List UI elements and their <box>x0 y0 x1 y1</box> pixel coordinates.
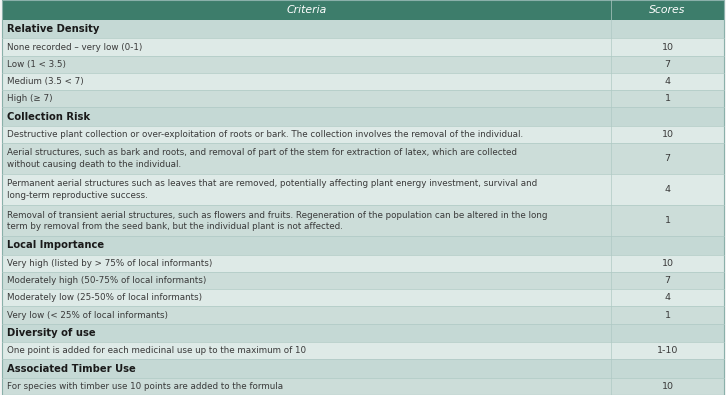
Bar <box>2 236 611 255</box>
Bar <box>2 38 611 56</box>
Text: Destructive plant collection or over-exploitation of roots or bark. The collecti: Destructive plant collection or over-exp… <box>7 130 523 139</box>
Text: Permanent aerial structures such as leaves that are removed, potentially affecti: Permanent aerial structures such as leav… <box>7 179 537 200</box>
Bar <box>611 342 724 359</box>
Text: None recorded – very low (0-1): None recorded – very low (0-1) <box>7 43 142 51</box>
Text: 10: 10 <box>661 259 674 268</box>
Bar <box>611 236 724 255</box>
Text: Medium (3.5 < 7): Medium (3.5 < 7) <box>7 77 83 86</box>
Bar <box>2 126 611 143</box>
Bar <box>611 272 724 289</box>
Bar <box>2 90 611 107</box>
Text: Aerial structures, such as bark and roots, and removal of part of the stem for e: Aerial structures, such as bark and root… <box>7 149 517 169</box>
Text: 4: 4 <box>664 185 671 194</box>
Text: 10: 10 <box>661 130 674 139</box>
Bar <box>611 378 724 395</box>
Bar <box>2 272 611 289</box>
Bar <box>611 324 724 342</box>
Text: For species with timber use 10 points are added to the formula: For species with timber use 10 points ar… <box>7 382 283 391</box>
Text: Moderately high (50-75% of local informants): Moderately high (50-75% of local informa… <box>7 276 206 285</box>
Text: One point is added for each medicinal use up to the maximum of 10: One point is added for each medicinal us… <box>7 346 306 355</box>
Bar <box>2 289 611 307</box>
Text: Diversity of use: Diversity of use <box>7 328 96 338</box>
Text: 4: 4 <box>664 77 671 86</box>
Text: Scores: Scores <box>649 5 685 15</box>
Text: Relative Density: Relative Density <box>7 24 99 34</box>
Bar <box>611 90 724 107</box>
Bar <box>2 56 611 73</box>
Bar <box>611 38 724 56</box>
Text: 1-10: 1-10 <box>657 346 678 355</box>
Bar <box>611 289 724 307</box>
Text: 10: 10 <box>661 43 674 51</box>
Bar <box>611 255 724 272</box>
Text: Criteria: Criteria <box>286 5 327 15</box>
Bar <box>611 20 724 38</box>
Bar <box>611 359 724 378</box>
Bar <box>611 143 724 174</box>
Bar <box>611 56 724 73</box>
Text: Very high (listed by > 75% of local informants): Very high (listed by > 75% of local info… <box>7 259 213 268</box>
Text: Local Importance: Local Importance <box>7 241 104 250</box>
Bar <box>611 205 724 236</box>
Bar <box>2 205 611 236</box>
Text: 7: 7 <box>664 276 671 285</box>
Text: 7: 7 <box>664 154 671 163</box>
Bar <box>2 73 611 90</box>
Bar <box>2 255 611 272</box>
Bar <box>2 359 611 378</box>
Text: Associated Timber Use: Associated Timber Use <box>7 363 136 374</box>
Bar <box>611 126 724 143</box>
Text: 1: 1 <box>664 310 671 320</box>
Text: 4: 4 <box>664 293 671 302</box>
Bar <box>2 20 611 38</box>
Bar <box>2 324 611 342</box>
Bar <box>2 342 611 359</box>
Text: Very low (< 25% of local informants): Very low (< 25% of local informants) <box>7 310 168 320</box>
Text: 7: 7 <box>664 60 671 69</box>
Bar <box>611 174 724 205</box>
Bar <box>2 107 611 126</box>
Text: High (≥ 7): High (≥ 7) <box>7 94 52 103</box>
Text: Removal of transient aerial structures, such as flowers and fruits. Regeneration: Removal of transient aerial structures, … <box>7 211 547 231</box>
Text: 1: 1 <box>664 94 671 103</box>
Text: 10: 10 <box>661 382 674 391</box>
Bar <box>611 307 724 324</box>
Text: Collection Risk: Collection Risk <box>7 112 90 122</box>
Text: Moderately low (25-50% of local informants): Moderately low (25-50% of local informan… <box>7 293 202 302</box>
Bar <box>2 378 611 395</box>
Bar <box>611 107 724 126</box>
Bar <box>2 0 724 20</box>
Bar <box>611 73 724 90</box>
Bar <box>2 307 611 324</box>
Text: 1: 1 <box>664 216 671 225</box>
Bar <box>2 174 611 205</box>
Bar <box>2 143 611 174</box>
Text: Low (1 < 3.5): Low (1 < 3.5) <box>7 60 66 69</box>
